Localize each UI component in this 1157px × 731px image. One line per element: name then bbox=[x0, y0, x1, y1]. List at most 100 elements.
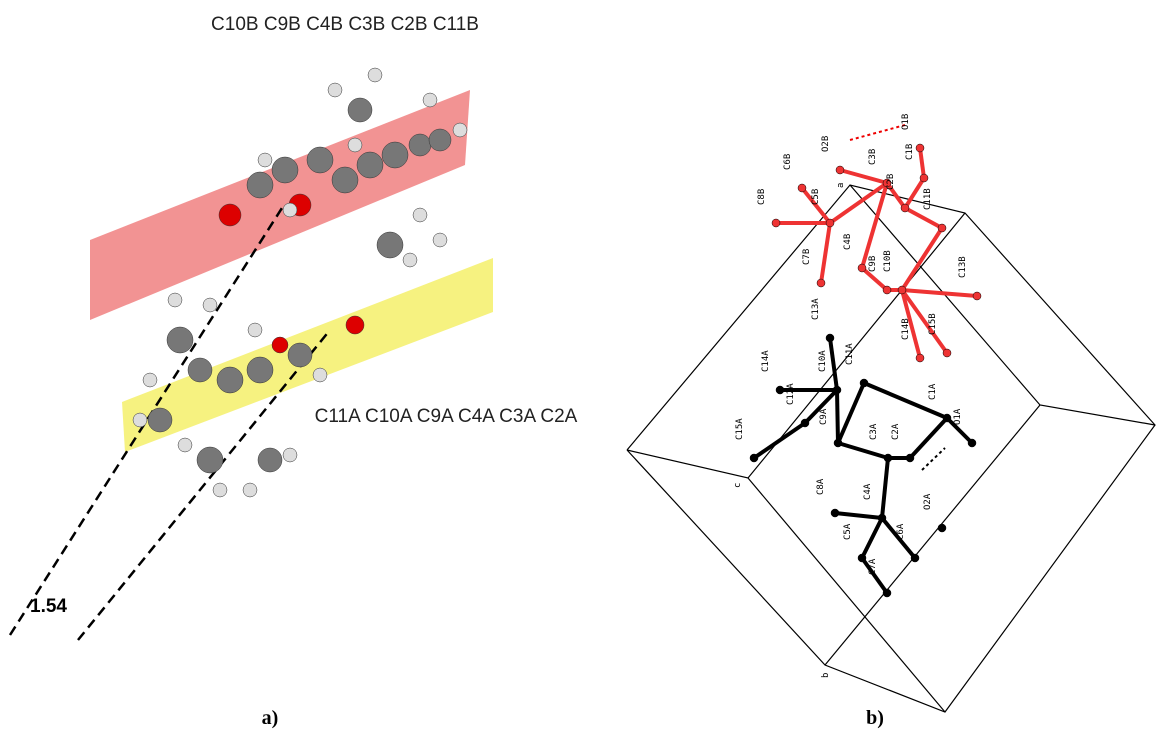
h-bond bbox=[922, 448, 945, 470]
plane-label: C11A C10A C9A C4A C3A C2A bbox=[315, 406, 578, 427]
atom-ball bbox=[938, 524, 946, 532]
atom-label: C8A bbox=[816, 478, 826, 495]
atom-ball bbox=[247, 172, 273, 198]
atom-label: C6B bbox=[783, 154, 793, 170]
distance-label: 1.54 bbox=[30, 596, 67, 617]
atom-ball bbox=[906, 454, 914, 462]
bond bbox=[902, 228, 942, 290]
atom-label: C8B bbox=[757, 189, 767, 205]
atom-label: C10B bbox=[883, 250, 893, 272]
bond bbox=[835, 513, 882, 518]
atom-ball bbox=[368, 68, 382, 82]
atom-ball bbox=[911, 554, 919, 562]
bond bbox=[838, 443, 888, 458]
atom-ball bbox=[858, 264, 866, 272]
atom-ball bbox=[858, 554, 866, 562]
bond bbox=[902, 290, 977, 296]
atom-ball bbox=[817, 279, 825, 287]
atom-label: C4A bbox=[863, 483, 873, 500]
atom-label: C11B bbox=[923, 188, 933, 210]
atom-ball bbox=[836, 166, 844, 174]
atom-ball bbox=[776, 386, 784, 394]
atom-ball bbox=[901, 204, 909, 212]
atom-ball bbox=[798, 184, 806, 192]
atom-ball bbox=[248, 323, 262, 337]
atom-ball bbox=[188, 358, 212, 382]
plane-b bbox=[90, 90, 470, 320]
atom-ball bbox=[429, 129, 451, 151]
atom-ball bbox=[219, 204, 241, 226]
atom-label: C11A bbox=[845, 343, 855, 365]
atom-ball bbox=[243, 483, 257, 497]
unit-cell bbox=[627, 213, 965, 478]
atom-ball bbox=[258, 153, 272, 167]
atom-ball bbox=[133, 413, 147, 427]
atom-label: C15B bbox=[928, 313, 938, 335]
atom-label: C1A bbox=[928, 383, 938, 400]
atom-ball bbox=[197, 447, 223, 473]
atom-label: C6A bbox=[896, 523, 906, 540]
atom-ball bbox=[382, 142, 408, 168]
bond bbox=[837, 390, 838, 443]
bond bbox=[905, 178, 924, 208]
atom-label: C5B bbox=[811, 189, 821, 205]
bond bbox=[905, 208, 942, 228]
atom-ball bbox=[272, 337, 288, 353]
bond bbox=[862, 518, 882, 558]
axis-label: b bbox=[821, 673, 831, 678]
bond bbox=[882, 458, 888, 518]
atom-ball bbox=[916, 354, 924, 362]
atom-label: O1A bbox=[953, 408, 963, 425]
atom-ball bbox=[943, 414, 951, 422]
bond bbox=[830, 338, 837, 390]
atom-ball bbox=[148, 408, 172, 432]
atom-ball bbox=[217, 367, 243, 393]
atom-ball bbox=[288, 343, 312, 367]
atom-label: C9B bbox=[868, 256, 878, 272]
atom-ball bbox=[831, 509, 839, 517]
atom-ball bbox=[938, 224, 946, 232]
atom-ball bbox=[403, 253, 417, 267]
atom-ball bbox=[968, 439, 976, 447]
atom-label: C2A bbox=[891, 423, 901, 440]
h-bond bbox=[850, 125, 905, 140]
bond bbox=[920, 148, 924, 178]
atom-ball bbox=[283, 203, 297, 217]
atom-ball bbox=[884, 454, 892, 462]
atom-ball bbox=[833, 386, 841, 394]
atom-ball bbox=[883, 589, 891, 597]
atom-label: C3B bbox=[868, 149, 878, 165]
atom-ball bbox=[247, 357, 273, 383]
bond bbox=[840, 170, 887, 183]
atom-ball bbox=[943, 349, 951, 357]
atom-ball bbox=[178, 438, 192, 452]
atom-label: C15A bbox=[735, 418, 745, 440]
atom-ball bbox=[307, 147, 333, 173]
atom-ball bbox=[272, 157, 298, 183]
atom-ball bbox=[860, 379, 868, 387]
atom-ball bbox=[916, 144, 924, 152]
atom-ball bbox=[143, 373, 157, 387]
atom-label: C9A bbox=[819, 408, 829, 425]
atom-ball bbox=[423, 93, 437, 107]
panel-label: b) bbox=[866, 707, 884, 729]
bond bbox=[754, 423, 805, 458]
atom-ball bbox=[348, 98, 372, 122]
atom-ball bbox=[826, 334, 834, 342]
atom-label: C12A bbox=[786, 383, 796, 405]
atom-ball bbox=[346, 316, 364, 334]
atom-label: C7A bbox=[868, 558, 878, 575]
molecule-drawing: O1BO2BC1BC3BC6BC2BC8BC5BC11BC4BC7BC10BC9… bbox=[733, 114, 981, 678]
atom-ball bbox=[772, 219, 780, 227]
atom-ball bbox=[898, 286, 906, 294]
atom-label: C13A bbox=[811, 298, 821, 320]
atom-ball bbox=[801, 419, 809, 427]
atom-ball bbox=[168, 293, 182, 307]
atom-ball bbox=[258, 448, 282, 472]
atom-label: C10A bbox=[818, 350, 828, 372]
atom-ball bbox=[332, 167, 358, 193]
atom-ball bbox=[883, 286, 891, 294]
figure: C10B C9B C4B C3B C2B C11B C11A C10A C9A … bbox=[0, 0, 1157, 731]
atom-ball bbox=[328, 83, 342, 97]
atom-label: O2A bbox=[923, 493, 933, 510]
